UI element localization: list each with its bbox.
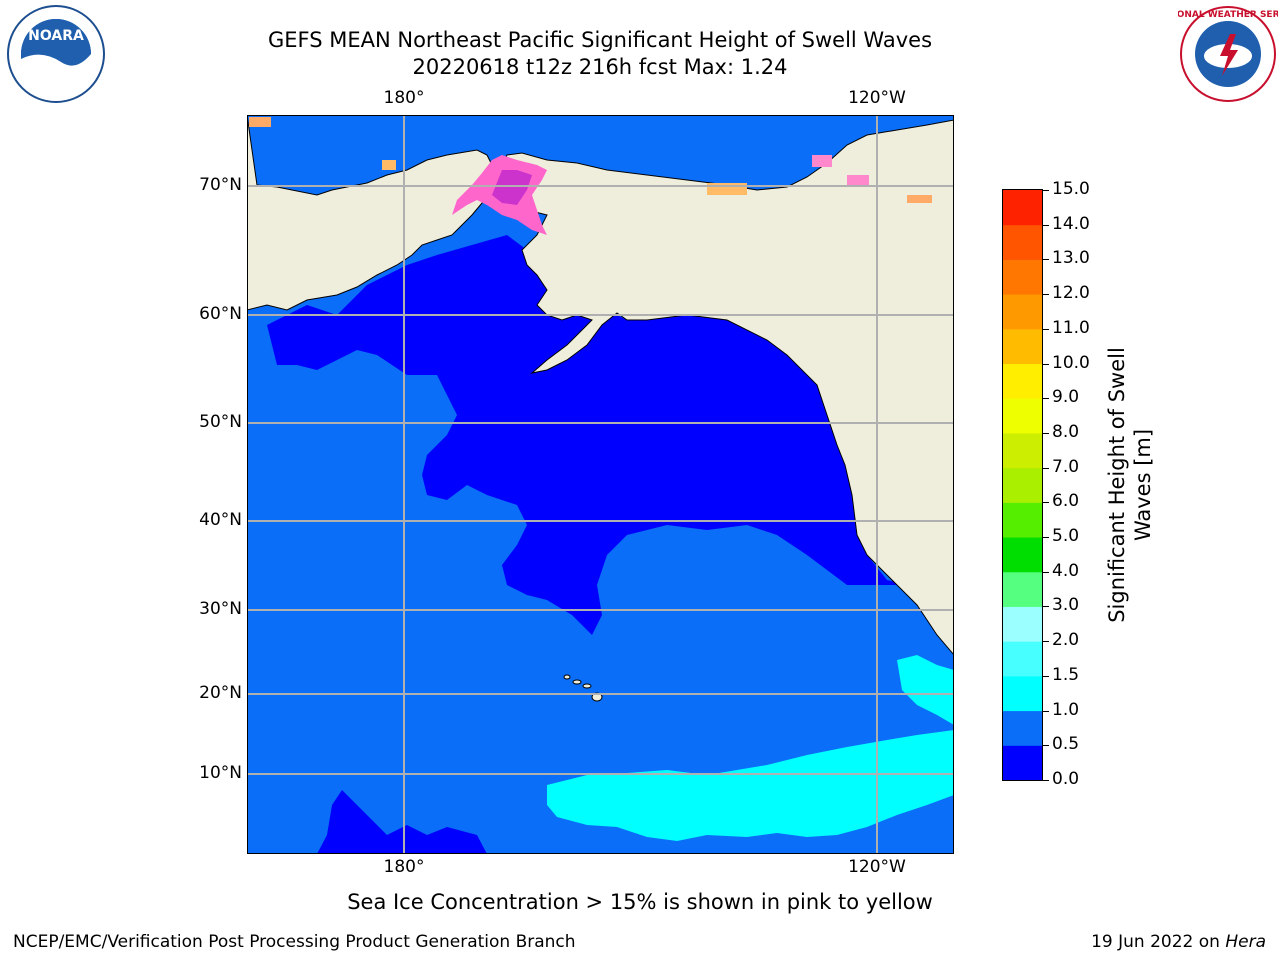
colorbar-segment xyxy=(1003,571,1042,607)
colorbar-tick-label: 1.0 xyxy=(1052,699,1080,720)
colorbar-tick-label: 13.0 xyxy=(1052,248,1090,269)
footer-date-text: 19 Jun 2022 on xyxy=(1091,932,1226,952)
colorbar-label: Significant Height of Swell Waves [m] xyxy=(1104,347,1156,623)
colorbar-tick-label: 9.0 xyxy=(1052,387,1080,408)
colorbar-segment xyxy=(1003,710,1042,746)
colorbar-segment xyxy=(1003,190,1042,226)
colorbar-segment xyxy=(1003,502,1042,538)
lat-label-10n: 10°N xyxy=(199,763,242,783)
colorbar xyxy=(1002,189,1043,781)
lon-label-bottom-120w: 120°W xyxy=(848,857,906,877)
colorbar-tick-label: 2.0 xyxy=(1052,630,1080,651)
colorbar-tick-mark xyxy=(1042,710,1049,712)
lat-label-20n: 20°N xyxy=(199,683,242,703)
noaa-logo: NOARA xyxy=(6,4,106,108)
colorbar-tick-mark xyxy=(1042,398,1049,400)
footer-date: 19 Jun 2022 on Hera xyxy=(1091,932,1266,952)
swell-height-map xyxy=(247,115,954,854)
colorbar-tick-label: 1.5 xyxy=(1052,664,1080,685)
colorbar-tick-label: 4.0 xyxy=(1052,560,1080,581)
colorbar-tick-label: 0.5 xyxy=(1052,734,1080,755)
map-subtitle: 20220618 t12z 216h fcst Max: 1.24 xyxy=(412,55,788,79)
colorbar-segment xyxy=(1003,363,1042,399)
nws-logo: NATIONAL WEATHER SERVICE xyxy=(1153,4,1280,108)
colorbar-tick-label: 3.0 xyxy=(1052,595,1080,616)
colorbar-segment xyxy=(1003,641,1042,677)
colorbar-tick-label: 11.0 xyxy=(1052,317,1090,338)
noaa-logo-text: NOARA xyxy=(28,28,84,44)
lon-label-bottom-180: 180° xyxy=(383,857,425,877)
colorbar-segment xyxy=(1003,224,1042,260)
colorbar-tick-mark xyxy=(1042,745,1049,747)
colorbar-segment xyxy=(1003,398,1042,434)
colorbar-tick-label: 10.0 xyxy=(1052,352,1090,373)
ocean-patch-nw xyxy=(247,355,432,495)
colorbar-segment xyxy=(1003,328,1042,365)
colorbar-segment xyxy=(1003,294,1042,330)
colorbar-tick-mark xyxy=(1042,432,1049,434)
colorbar-segment xyxy=(1003,537,1042,573)
ocean-patch-cyan-east xyxy=(897,655,954,725)
colorbar-segment xyxy=(1003,467,1042,503)
graticule xyxy=(247,115,954,854)
colorbar-tick-label: 6.0 xyxy=(1052,491,1080,512)
colorbar-tick-mark xyxy=(1042,502,1049,504)
colorbar-tick-mark xyxy=(1042,675,1049,677)
nws-logo-text: NATIONAL WEATHER SERVICE xyxy=(1178,10,1278,20)
ocean-swell-1.0-1.5 xyxy=(547,730,954,841)
lon-label-top-180: 180° xyxy=(383,88,425,108)
land-north-america xyxy=(491,119,954,656)
colorbar-tick-mark xyxy=(1042,780,1049,781)
lat-label-60n: 60°N xyxy=(199,304,242,324)
colorbar-label-line2: Waves [m] xyxy=(1131,428,1155,542)
colorbar-tick-label: 8.0 xyxy=(1052,421,1080,442)
colorbar-tick-mark xyxy=(1042,190,1049,191)
colorbar-tick-mark xyxy=(1042,571,1049,573)
lat-label-40n: 40°N xyxy=(199,510,242,530)
colorbar-tick-mark xyxy=(1042,294,1049,296)
lon-label-top-120w: 120°W xyxy=(848,88,906,108)
lat-label-30n: 30°N xyxy=(199,599,242,619)
colorbar-tick-mark xyxy=(1042,259,1049,261)
colorbar-tick-mark xyxy=(1042,467,1049,469)
ocean-swell-0-0.5 xyxy=(267,235,907,635)
colorbar-tick-label: 7.0 xyxy=(1052,456,1080,477)
colorbar-segment xyxy=(1003,606,1042,642)
lat-label-70n: 70°N xyxy=(199,175,242,195)
colorbar-tick-label: 12.0 xyxy=(1052,283,1090,304)
colorbar-label-line1: Significant Height of Swell xyxy=(1105,347,1129,623)
colorbar-tick-label: 14.0 xyxy=(1052,213,1090,234)
colorbar-tick-mark xyxy=(1042,537,1049,539)
map-title: GEFS MEAN Northeast Pacific Significant … xyxy=(267,28,933,52)
lat-label-50n: 50°N xyxy=(199,412,242,432)
colorbar-segment xyxy=(1003,745,1042,781)
footer-credit: NCEP/EMC/Verification Post Processing Pr… xyxy=(13,932,576,952)
colorbar-tick-mark xyxy=(1042,606,1049,608)
colorbar-tick-mark xyxy=(1042,641,1049,643)
colorbar-tick-mark xyxy=(1042,328,1049,330)
footer-host: Hera xyxy=(1225,932,1266,952)
colorbar-tick-mark xyxy=(1042,363,1049,365)
colorbar-segment xyxy=(1003,259,1042,295)
colorbar-segment xyxy=(1003,675,1042,712)
colorbar-tick-label: 15.0 xyxy=(1052,179,1090,199)
colorbar-tick-mark xyxy=(1042,224,1049,226)
sea-ice-note: Sea Ice Concentration > 15% is shown in … xyxy=(347,890,933,914)
colorbar-tick-label: 0.0 xyxy=(1052,769,1080,789)
colorbar-tick-label: 5.0 xyxy=(1052,526,1080,547)
colorbar-segment xyxy=(1003,432,1042,469)
ocean-patch-south xyxy=(317,790,487,854)
